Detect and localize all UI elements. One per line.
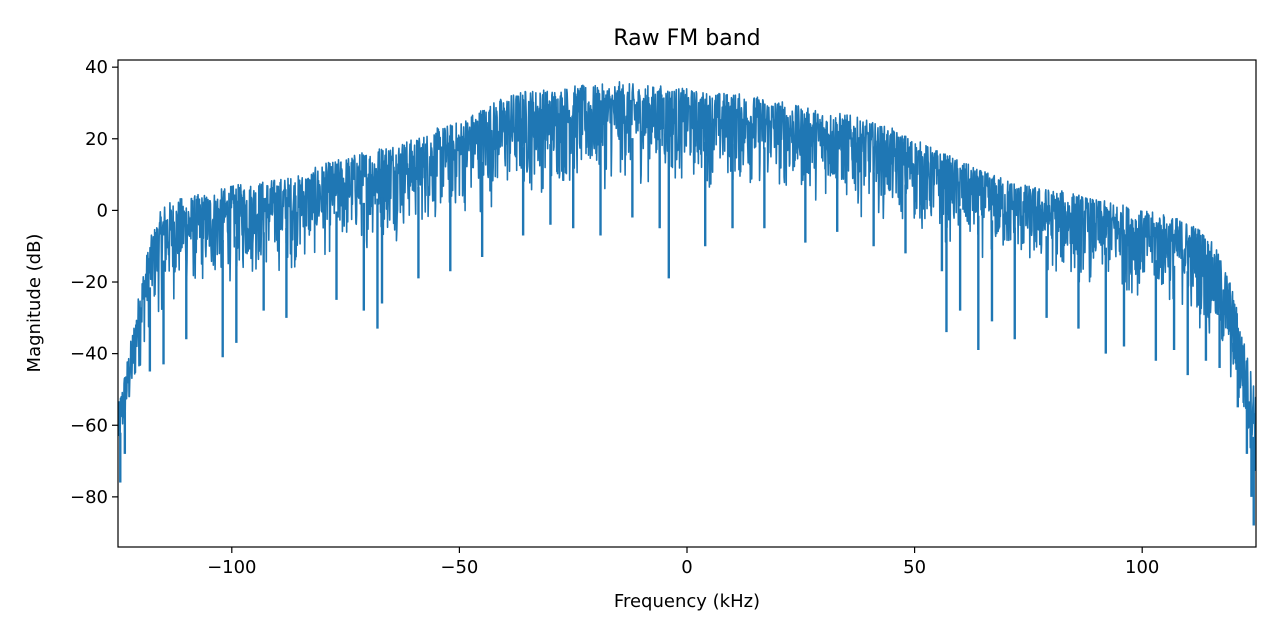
x-tick-label: −50 xyxy=(440,557,478,578)
x-axis-label: Frequency (kHz) xyxy=(614,591,760,612)
y-tick-label: 0 xyxy=(97,200,108,221)
y-axis-label: Magnitude (dB) xyxy=(24,234,45,373)
y-tick-label: −40 xyxy=(70,344,108,365)
x-tick-label: 50 xyxy=(903,557,926,578)
plot-area xyxy=(117,59,1257,548)
x-axis: −100 −50 0 50 100 xyxy=(207,547,1159,578)
y-tick-label: −20 xyxy=(70,272,108,293)
y-axis: −80 −60 −40 −20 0 20 40 xyxy=(70,57,118,508)
y-tick-label: 20 xyxy=(85,129,108,150)
x-tick-label: −100 xyxy=(207,557,256,578)
chart-title: Raw FM band xyxy=(613,26,760,51)
series-layer xyxy=(118,81,1256,526)
x-tick-label: 100 xyxy=(1125,557,1159,578)
y-tick-label: 40 xyxy=(85,57,108,78)
y-tick-label: −80 xyxy=(70,487,108,508)
spectrum-trace xyxy=(118,81,1256,473)
x-tick-label: 0 xyxy=(681,557,692,578)
y-tick-label: −60 xyxy=(70,415,108,436)
